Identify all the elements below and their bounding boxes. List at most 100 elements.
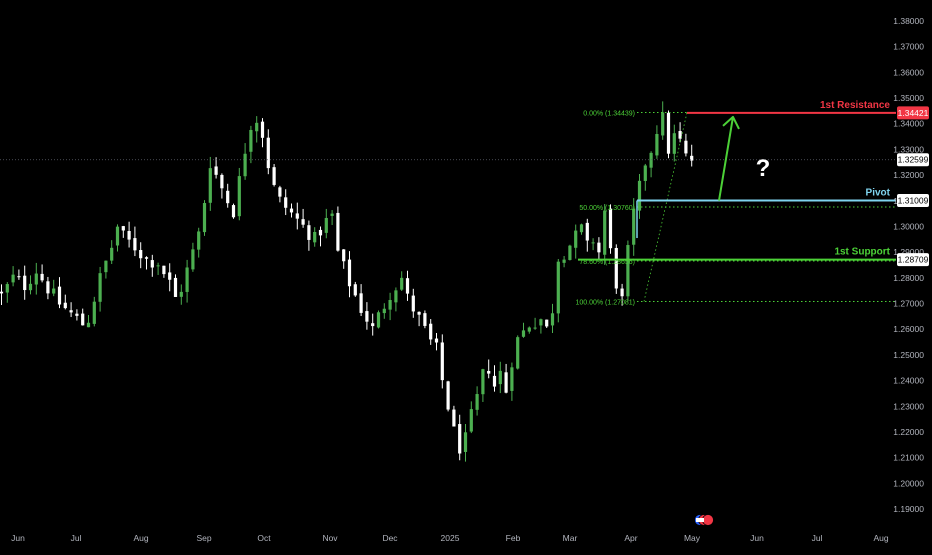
price-tick-label[interactable]: 1.32000 [893,170,924,180]
candle-body [115,226,120,246]
price-tick-label[interactable]: 1.26000 [893,324,924,334]
time-axis[interactable]: Jun Jul Aug Sep Oct Nov Dec 2025 Feb Mar Apr May Jun… [11,514,889,544]
candle-body [492,375,497,387]
time-tick-label[interactable]: Aug [873,533,888,543]
candle-body [666,112,671,154]
resistance-badge [897,106,929,120]
price-tick-label[interactable]: 1.29000 [893,247,924,257]
candle-body [562,259,566,263]
price-tick-label[interactable]: 1.35000 [893,93,924,103]
time-tick-label[interactable]: Aug [133,533,148,543]
time-tick-label[interactable]: Oct [257,533,271,543]
candle-body [284,197,288,208]
candle-body [649,152,653,168]
candle-body [342,249,346,262]
current-price-badge-label: 1.32599 [898,155,929,165]
fib-level-label: 50.00% (1.30760) [579,205,635,212]
price-tick-label[interactable]: 1.30000 [893,221,924,231]
candle-body [313,231,317,243]
candle-body [272,167,276,185]
candle-body [179,291,183,297]
pivot-badge-label: 1.31009 [898,196,929,206]
candle-body [434,338,439,343]
candle-body [231,205,236,218]
candle-body [289,208,294,213]
candle-body [0,291,4,294]
candle-body [498,370,502,385]
candle-body [40,273,44,281]
candle-body [237,176,241,217]
candle-body [63,302,67,309]
candle-body [133,238,137,251]
fib-level-label: 78.60% (1.28656) [579,259,635,266]
candle-body [481,369,485,395]
time-tick-label[interactable]: Apr [624,533,637,543]
price-tick-label[interactable]: 1.27000 [893,299,924,309]
candle-body [150,260,154,268]
price-tick-label[interactable]: 1.22000 [893,427,924,437]
candle-body [92,301,96,324]
resistance-label: 1st Resistance [820,100,890,111]
candle-body [568,245,572,260]
price-tick-label[interactable]: 1.36000 [893,67,924,77]
time-tick-label[interactable]: Feb [506,533,521,543]
candle-body [301,219,305,225]
candle-body [144,257,149,259]
time-tick-label[interactable]: Jun [11,533,25,543]
bullish-arrow-head [722,115,740,130]
price-tick-label[interactable]: 1.24000 [893,376,924,386]
candle-body [405,278,410,294]
candle-body [521,330,526,337]
candle-body [324,217,328,233]
time-tick-label[interactable]: Sep [196,533,211,543]
pivot-label: Pivot [866,188,891,199]
price-tick-label[interactable]: 1.33000 [893,144,924,154]
candle-body [597,242,601,253]
candle-body [69,310,73,313]
candle-body [243,153,247,177]
time-tick-label[interactable]: May [684,533,701,543]
candle-body [249,129,253,152]
candle-body [156,265,160,267]
time-tick-label[interactable]: Jul [71,533,82,543]
candle-body [620,288,624,297]
time-tick-label[interactable]: 2025 [441,533,460,543]
candle-body [516,337,520,369]
time-tick-label[interactable]: Jun [750,533,764,543]
economic-event-icon[interactable] [702,514,714,526]
bullish-arrow-shaft [718,116,734,201]
candle-body [226,190,230,204]
price-tick-label[interactable]: 1.19000 [893,504,924,514]
candle-body [545,319,549,327]
candle-body [388,299,392,310]
time-tick-label[interactable]: Dec [382,533,398,543]
price-tick-label[interactable]: 1.38000 [893,16,924,26]
price-tick-label[interactable]: 1.37000 [893,42,924,52]
candle-body [11,274,15,283]
candle-body [684,140,688,154]
time-tick-label[interactable]: Nov [322,533,338,543]
price-tick-label[interactable]: 1.28000 [893,273,924,283]
price-tick-label[interactable]: 1.20000 [893,478,924,488]
candle-body [672,133,676,154]
candle-body [661,112,665,136]
price-tick-label[interactable]: 1.21000 [893,453,924,463]
time-tick-label[interactable]: Jul [812,533,823,543]
price-tick-label[interactable]: 1.34000 [893,119,924,129]
overlay-layer: 0.00% (1.34439) 50.00% (1.30760) 78.60% (1… [0,100,896,306]
candle-body [539,319,543,326]
time-tick-label[interactable]: Mar [563,533,578,543]
candle-body [550,313,555,326]
candle-body [574,230,578,248]
candle-body [603,210,607,255]
fib-trendline [643,112,688,302]
price-badges: 1.34421 1.32599 1.31009 1.28709 [897,106,929,267]
candle-body [202,203,207,233]
candle-body [382,308,386,314]
price-tick-label[interactable]: 1.23000 [893,401,924,411]
price-tick-label[interactable]: 1.25000 [893,350,924,360]
candle-body [585,222,589,241]
flag-icon [696,518,704,522]
